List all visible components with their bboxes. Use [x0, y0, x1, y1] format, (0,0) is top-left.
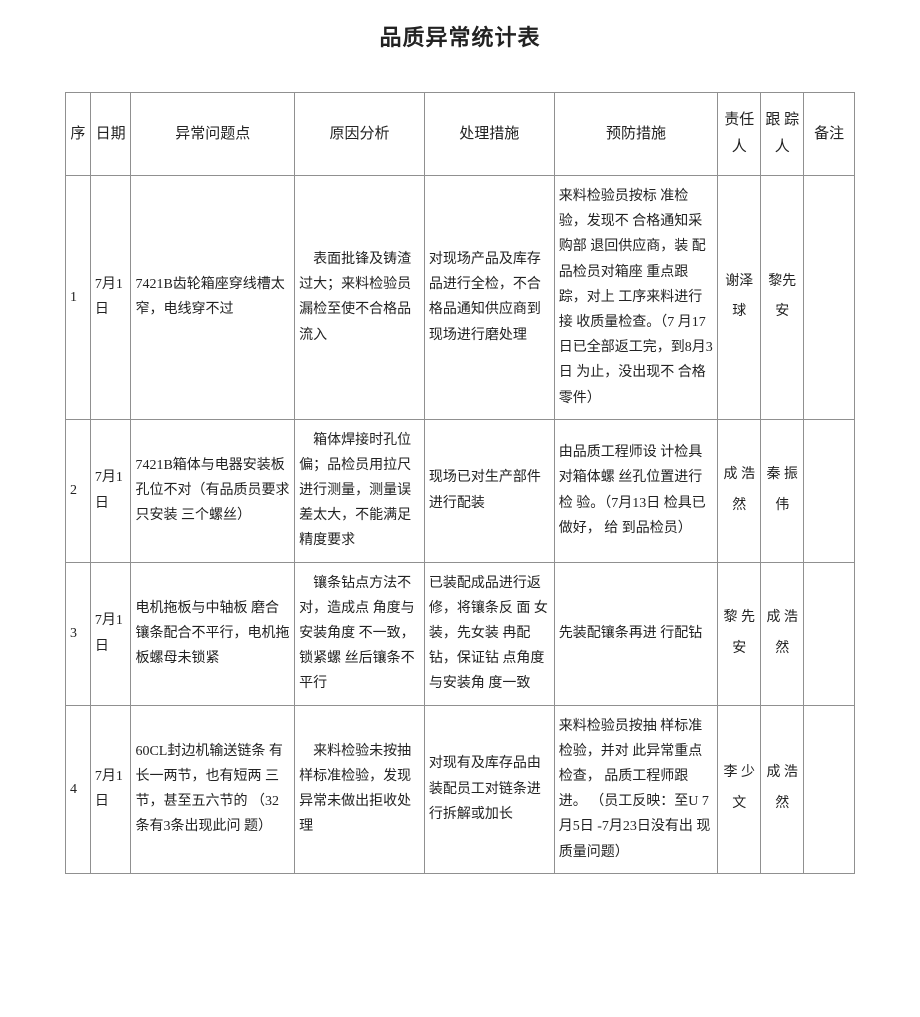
- cell-note: [804, 705, 855, 873]
- table-row: 1 7月1日 7421B齿轮箱座穿线槽太窄，电线穿不过 表面批锋及铸渣过大；来料…: [66, 176, 855, 420]
- col-header-cause: 原因分析: [295, 93, 425, 176]
- table-row: 2 7月1日 7421B箱体与电器安装板孔位不对（有品质员要求只安装 三个螺丝）…: [66, 419, 855, 562]
- col-header-note: 备注: [804, 93, 855, 176]
- cell-responsible: 李 少 文: [718, 705, 761, 873]
- page-title: 品质异常统计表: [65, 20, 855, 52]
- cell-action: 对现有及库存品由装配员工对链条进行拆解或加长: [424, 705, 554, 873]
- cell-seq: 1: [66, 176, 91, 420]
- cell-problem: 7421B箱体与电器安装板孔位不对（有品质员要求只安装 三个螺丝）: [131, 419, 295, 562]
- cell-action: 现场已对生产部件进行配装: [424, 419, 554, 562]
- cell-problem: 电机拖板与中轴板 磨合镶条配合不平行，电机拖板螺母未锁紧: [131, 562, 295, 705]
- cell-note: [804, 419, 855, 562]
- col-header-seq: 序: [66, 93, 91, 176]
- col-header-action: 处理措施: [424, 93, 554, 176]
- cell-seq: 2: [66, 419, 91, 562]
- cell-prevention: 由品质工程师设 计检具对箱体螺 丝孔位置进行检 验。（7月13日 检具已做好， …: [554, 419, 718, 562]
- cell-tracker: 黎先安: [761, 176, 804, 420]
- col-header-prevention: 预防措施: [554, 93, 718, 176]
- table-header-row: 序 日期 异常问题点 原因分析 处理措施 预防措施 责任人 跟 踪人 备注: [66, 93, 855, 176]
- cell-prevention: 来料检验员按标 准检验，发现不 合格通知采购部 退回供应商，装 配品检员对箱座 …: [554, 176, 718, 420]
- cell-responsible: 谢泽球: [718, 176, 761, 420]
- cell-cause: 来料检验未按抽样标准检验，发现异常未做出拒收处理: [295, 705, 425, 873]
- cell-tracker: 成 浩 然: [761, 562, 804, 705]
- cell-tracker: 成 浩 然: [761, 705, 804, 873]
- cell-action: 对现场产品及库存品进行全检，不合格品通知供应商到现场进行磨处理: [424, 176, 554, 420]
- col-header-date: 日期: [90, 93, 131, 176]
- cell-cause: 镶条钻点方法不对，造成点 角度与安装角度 不一致，锁紧螺 丝后镶条不平行: [295, 562, 425, 705]
- cell-prevention: 先装配镶条再进 行配钻: [554, 562, 718, 705]
- col-header-responsible: 责任人: [718, 93, 761, 176]
- table-row: 4 7月1日 60CL封边机输送链条 有长一两节，也有短两 三节，甚至五六节的 …: [66, 705, 855, 873]
- cell-cause: 箱体焊接时孔位偏；品检员用拉尺进行测量，测量误差太大，不能满足精度要求: [295, 419, 425, 562]
- statistics-table: 序 日期 异常问题点 原因分析 处理措施 预防措施 责任人 跟 踪人 备注 1 …: [65, 92, 855, 874]
- cell-date: 7月1日: [90, 176, 131, 420]
- cell-prevention: 来料检验员按抽 样标准检验，并对 此异常重点检查， 品质工程师跟进。 （员工反映…: [554, 705, 718, 873]
- cell-tracker: 秦 振 伟: [761, 419, 804, 562]
- cell-note: [804, 176, 855, 420]
- cell-seq: 4: [66, 705, 91, 873]
- cell-seq: 3: [66, 562, 91, 705]
- cell-note: [804, 562, 855, 705]
- cell-responsible: 成 浩 然: [718, 419, 761, 562]
- col-header-problem: 异常问题点: [131, 93, 295, 176]
- cell-date: 7月1日: [90, 562, 131, 705]
- col-header-tracker: 跟 踪人: [761, 93, 804, 176]
- cell-cause: 表面批锋及铸渣过大；来料检验员漏检至使不合格品流入: [295, 176, 425, 420]
- cell-date: 7月1日: [90, 419, 131, 562]
- cell-date: 7月1日: [90, 705, 131, 873]
- cell-problem: 60CL封边机输送链条 有长一两节，也有短两 三节，甚至五六节的 （32条有3条…: [131, 705, 295, 873]
- cell-action: 已装配成品进行返修，将镶条反 面 女装，先女装 冉配钻，保证钻 点角度与安装角 …: [424, 562, 554, 705]
- cell-responsible: 黎 先 安: [718, 562, 761, 705]
- cell-problem: 7421B齿轮箱座穿线槽太窄，电线穿不过: [131, 176, 295, 420]
- table-row: 3 7月1日 电机拖板与中轴板 磨合镶条配合不平行，电机拖板螺母未锁紧 镶条钻点…: [66, 562, 855, 705]
